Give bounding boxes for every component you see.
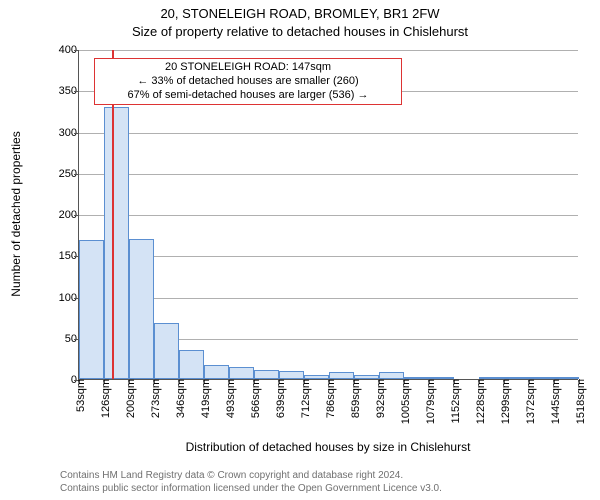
x-tick-label: 712sqm [296, 379, 312, 418]
x-tick-label: 1518sqm [571, 379, 587, 424]
y-tick-label: 50 [39, 333, 79, 345]
y-tick-label: 100 [39, 292, 79, 304]
x-tick-label: 53sqm [71, 379, 87, 412]
histogram-bar [379, 372, 404, 379]
histogram-bar [204, 365, 229, 379]
x-tick-label: 786sqm [321, 379, 337, 418]
histogram-bar [179, 350, 204, 379]
y-tick-mark [74, 174, 79, 175]
x-tick-label: 1152sqm [446, 379, 462, 423]
y-gridline [79, 215, 578, 216]
histogram-bar [229, 367, 254, 379]
x-tick-label: 1372sqm [521, 379, 537, 424]
y-tick-mark [74, 91, 79, 92]
y-tick-label: 350 [39, 85, 79, 97]
copyright-footnote: Contains HM Land Registry data © Crown c… [60, 470, 442, 495]
x-tick-label: 126sqm [96, 379, 112, 418]
y-tick-label: 150 [39, 250, 79, 262]
x-tick-label: 566sqm [246, 379, 262, 418]
x-tick-label: 1299sqm [496, 379, 512, 424]
y-gridline [79, 133, 578, 134]
histogram-bar [79, 240, 104, 379]
annotation-line: ← 33% of detached houses are smaller (26… [99, 75, 397, 89]
y-tick-mark [74, 215, 79, 216]
annotation-line: 67% of semi-detached houses are larger (… [99, 89, 397, 103]
histogram-bar [154, 323, 179, 379]
y-tick-label: 300 [39, 127, 79, 139]
histogram-bar [129, 239, 154, 379]
x-tick-label: 1005sqm [396, 379, 412, 424]
x-tick-label: 493sqm [221, 379, 237, 418]
y-gridline [79, 50, 578, 51]
histogram-bar [279, 371, 304, 379]
y-tick-label: 400 [39, 44, 79, 56]
x-tick-label: 346sqm [171, 379, 187, 418]
page-subtitle: Size of property relative to detached ho… [0, 24, 600, 40]
histogram-bar [254, 370, 279, 379]
page-title: 20, STONELEIGH ROAD, BROMLEY, BR1 2FW [0, 6, 600, 22]
annotation-line: 20 STONELEIGH ROAD: 147sqm [99, 61, 397, 75]
y-tick-label: 250 [39, 168, 79, 180]
histogram-chart: 05010015020025030035040053sqm126sqm200sq… [78, 50, 578, 380]
y-tick-label: 200 [39, 209, 79, 221]
annotation-box: 20 STONELEIGH ROAD: 147sqm← 33% of detac… [94, 58, 402, 105]
x-tick-label: 932sqm [371, 379, 387, 418]
x-axis-label: Distribution of detached houses by size … [78, 440, 578, 454]
y-tick-mark [74, 133, 79, 134]
x-tick-label: 200sqm [121, 379, 137, 418]
histogram-bar [329, 372, 354, 379]
x-tick-label: 273sqm [146, 379, 162, 418]
x-tick-label: 419sqm [196, 379, 212, 418]
x-tick-label: 1079sqm [421, 379, 437, 424]
y-gridline [79, 174, 578, 175]
x-tick-label: 639sqm [271, 379, 287, 418]
histogram-bar [104, 107, 129, 379]
x-tick-label: 1228sqm [471, 379, 487, 424]
x-tick-label: 859sqm [346, 379, 362, 418]
y-axis-label: Number of detached properties [9, 49, 23, 379]
x-tick-label: 1445sqm [546, 379, 562, 424]
y-tick-mark [74, 50, 79, 51]
